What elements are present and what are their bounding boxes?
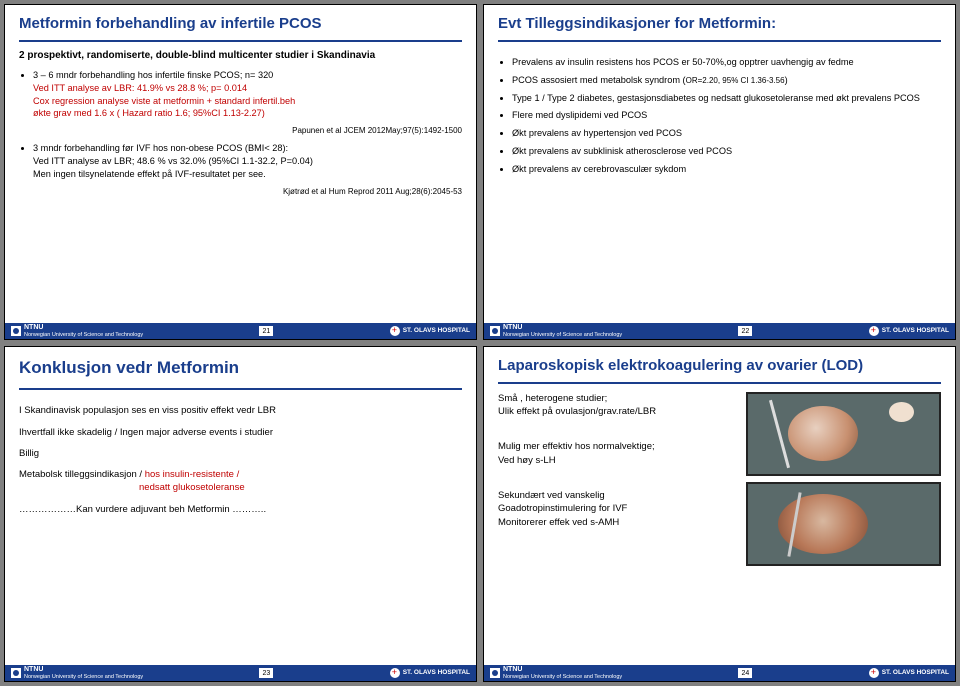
- text-group: Sekundært ved vanskelig Goadotropinstimu…: [498, 489, 736, 529]
- ntnu-logo-icon: [490, 326, 500, 336]
- slide-body: I Skandinavisk populasjon ses en viss po…: [19, 404, 462, 516]
- bullet-item: Økt prevalens av cerebrovasculær sykdom: [512, 163, 941, 176]
- text-line: nedsatt glukosetoleranse: [19, 481, 462, 494]
- bullet-item: Økt prevalens av hypertensjon ved PCOS: [512, 127, 941, 140]
- laparoscopy-image-1: [746, 392, 941, 476]
- bullet-item: PCOS assosiert med metabolsk syndrom (OR…: [512, 74, 941, 87]
- ntnu-badge: NTNUNorwegian University of Science and …: [11, 324, 143, 338]
- text-line: Metabolsk tilleggsindikasjon / hos insul…: [19, 468, 462, 481]
- slide-footer: NTNUNorwegian University of Science and …: [484, 665, 955, 681]
- slide-title: Metformin forbehandling av infertile PCO…: [19, 15, 462, 42]
- stolavs-badge: ST. OLAVS HOSPITAL: [869, 668, 949, 678]
- stolavs-icon: [390, 668, 400, 678]
- laparoscopy-image-2: [746, 482, 941, 566]
- slide-22: Evt Tilleggsindikasjoner for Metformin: …: [483, 4, 956, 340]
- ntnu-badge: NTNUNorwegian University of Science and …: [490, 666, 622, 680]
- stolavs-badge: ST. OLAVS HOSPITAL: [390, 326, 470, 336]
- stolavs-icon: [390, 326, 400, 336]
- reference-text: Papunen et al JCEM 2012May;97(5):1492-15…: [19, 125, 462, 136]
- slide-title: Konklusjon vedr Metformin: [19, 357, 462, 390]
- ntnu-logo-icon: [490, 668, 500, 678]
- slide-footer: NTNUNorwegian University of Science and …: [5, 665, 476, 681]
- slide-24: Laparoskopisk elektrokoagulering av ovar…: [483, 346, 956, 682]
- page-number: 24: [738, 668, 752, 678]
- slide-title: Evt Tilleggsindikasjoner for Metformin:: [498, 15, 941, 42]
- bullet-item: 3 mndr forbehandling før IVF hos non-obe…: [33, 142, 462, 181]
- slide-body: Prevalens av insulin resistens hos PCOS …: [498, 56, 941, 176]
- text-group: Små , heterogene studier; Ulik effekt på…: [498, 392, 736, 419]
- text-line: I Skandinavisk populasjon ses en viss po…: [19, 404, 462, 417]
- ntnu-logo-icon: [11, 326, 21, 336]
- page-number: 22: [738, 326, 752, 336]
- page-number: 23: [259, 668, 273, 678]
- text-line: Ihvertfall ikke skadelig / Ingen major a…: [19, 426, 462, 439]
- slide-footer: NTNUNorwegian University of Science and …: [484, 323, 955, 339]
- slide-title: Laparoskopisk elektrokoagulering av ovar…: [498, 357, 941, 384]
- ntnu-logo-icon: [11, 668, 21, 678]
- slide-21: Metformin forbehandling av infertile PCO…: [4, 4, 477, 340]
- stolavs-badge: ST. OLAVS HOSPITAL: [390, 668, 470, 678]
- page-number: 21: [259, 326, 273, 336]
- slide-23: Konklusjon vedr Metformin I Skandinavisk…: [4, 346, 477, 682]
- stolavs-icon: [869, 668, 879, 678]
- text-group: Mulig mer effektiv hos normalvektige; Ve…: [498, 440, 736, 467]
- bullet-item: Økt prevalens av subklinisk atherosclero…: [512, 145, 941, 158]
- reference-text: Kjøtrød et al Hum Reprod 2011 Aug;28(6):…: [19, 186, 462, 197]
- slide-subtitle: 2 prospektivt, randomiserte, double-blin…: [19, 50, 462, 61]
- ntnu-badge: NTNUNorwegian University of Science and …: [490, 324, 622, 338]
- slide-body: Små , heterogene studier; Ulik effekt på…: [498, 392, 941, 566]
- slide-footer: NTNUNorwegian University of Science and …: [5, 323, 476, 339]
- bullet-item: 3 – 6 mndr forbehandling hos infertile f…: [33, 69, 462, 121]
- slide-body: 3 – 6 mndr forbehandling hos infertile f…: [19, 69, 462, 198]
- stolavs-icon: [869, 326, 879, 336]
- bullet-item: Type 1 / Type 2 diabetes, gestasjonsdiab…: [512, 92, 941, 105]
- ntnu-badge: NTNUNorwegian University of Science and …: [11, 666, 143, 680]
- stolavs-badge: ST. OLAVS HOSPITAL: [869, 326, 949, 336]
- text-line: ………………Kan vurdere adjuvant beh Metformin…: [19, 503, 462, 516]
- bullet-item: Prevalens av insulin resistens hos PCOS …: [512, 56, 941, 69]
- bullet-item: Flere med dyslipidemi ved PCOS: [512, 109, 941, 122]
- text-line: Billig: [19, 447, 462, 460]
- slide-grid: Metformin forbehandling av infertile PCO…: [0, 0, 960, 686]
